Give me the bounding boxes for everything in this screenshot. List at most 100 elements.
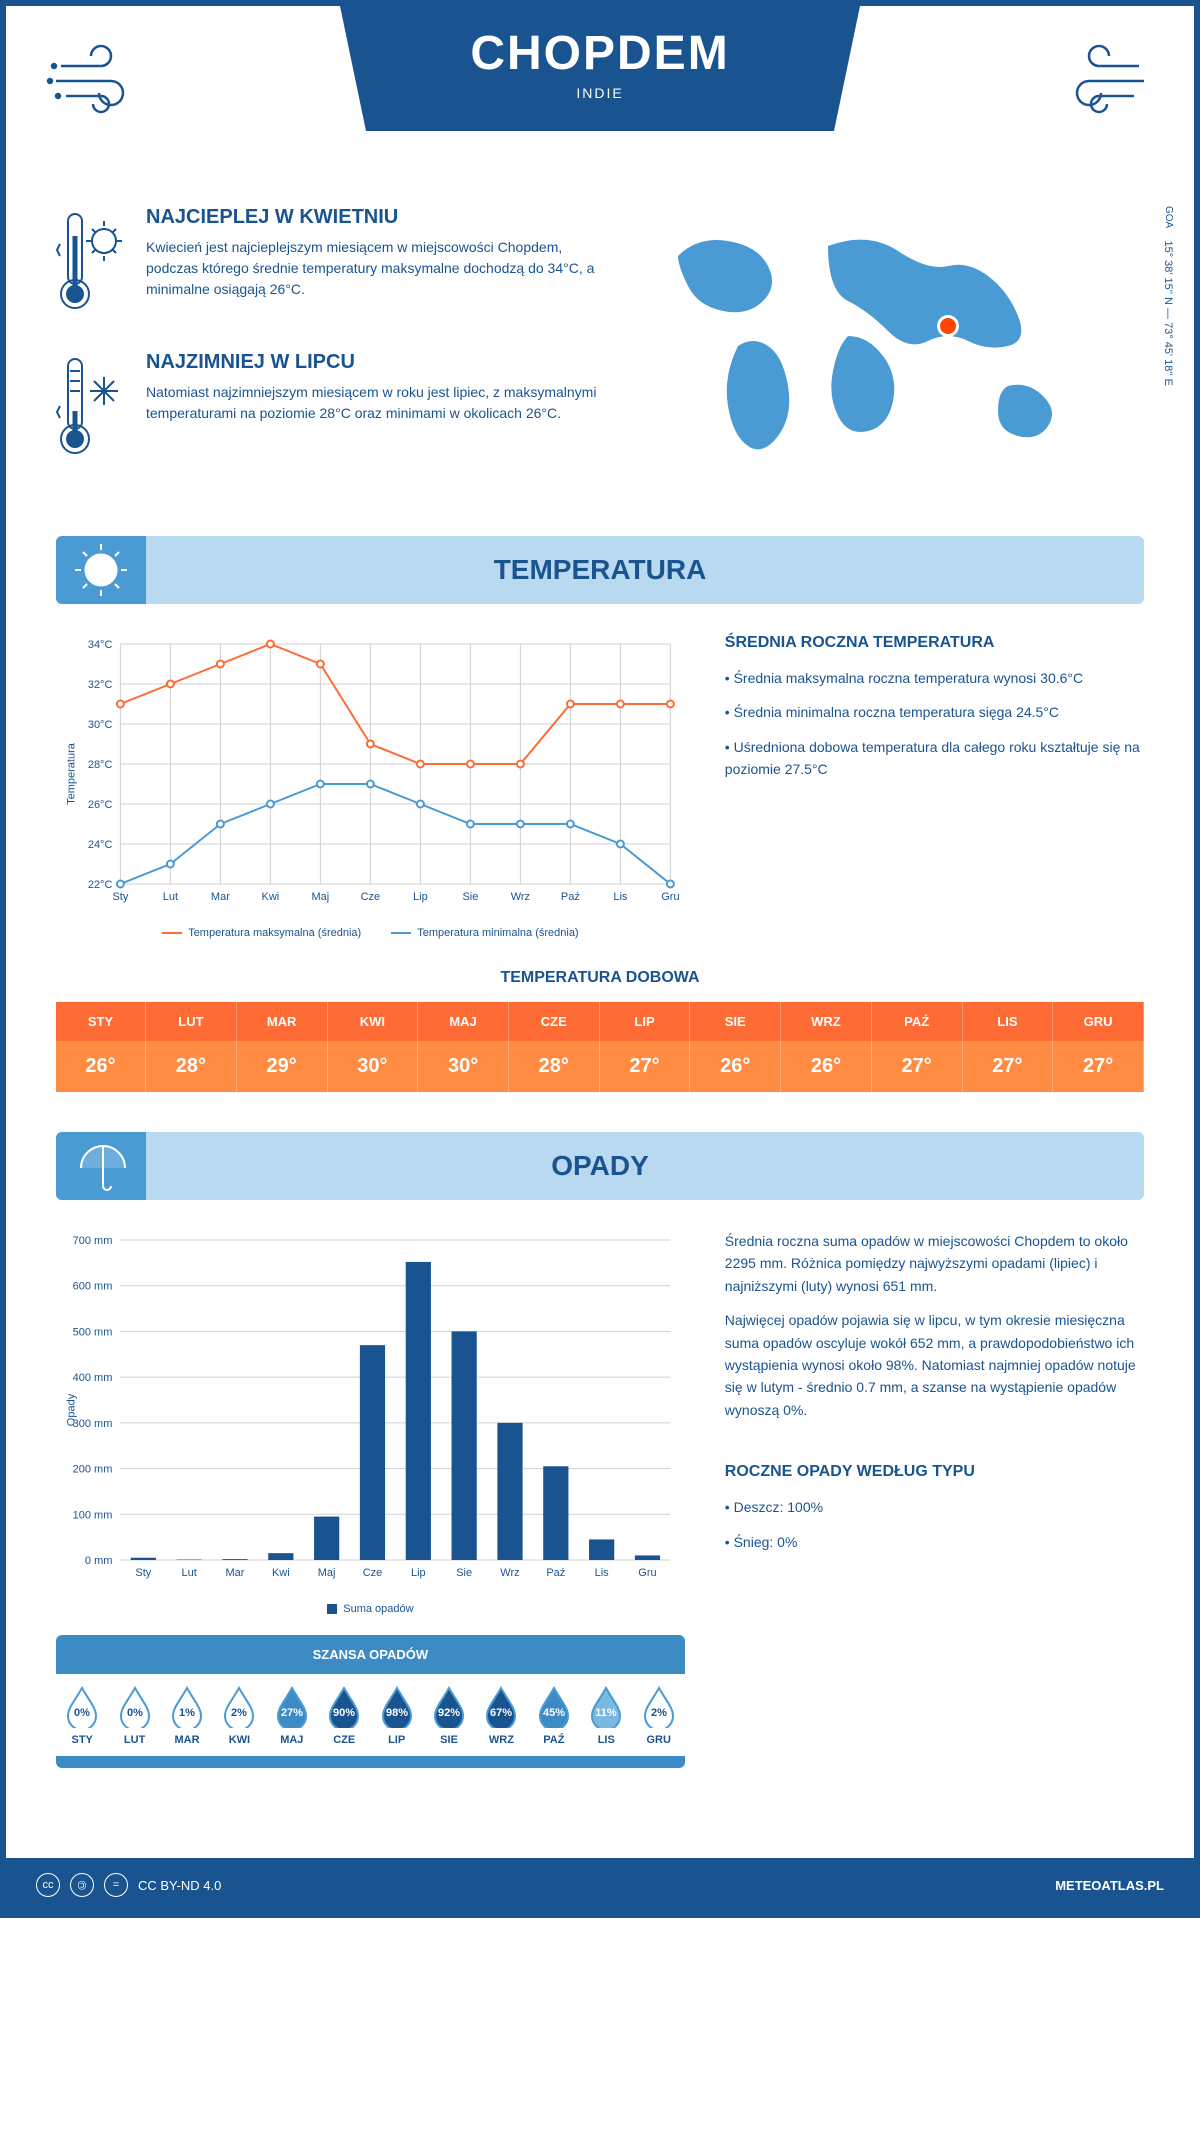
daily-temp-title: TEMPERATURA DOBOWA <box>56 969 1144 987</box>
table-cell: 27° <box>871 1041 962 1092</box>
precip-info-p1: Średnia roczna suma opadów w miejscowośc… <box>725 1230 1144 1297</box>
svg-text:Cze: Cze <box>363 1567 383 1579</box>
table-cell: 27° <box>962 1041 1053 1092</box>
precip-type-snow: • Śnieg: 0% <box>725 1531 1144 1553</box>
chance-item: 92% SIE <box>423 1684 475 1746</box>
chance-item: 45% PAŹ <box>528 1684 580 1746</box>
chance-item: 0% LUT <box>108 1684 160 1746</box>
wind-icon <box>46 36 156 126</box>
table-cell: 27° <box>599 1041 690 1092</box>
svg-text:Kwi: Kwi <box>262 891 280 903</box>
chance-item: 27% MAJ <box>266 1684 318 1746</box>
svg-text:Sie: Sie <box>462 891 478 903</box>
info-col: NAJCIEPLEJ W KWIETNIU Kwiecień jest najc… <box>56 206 608 496</box>
legend-item: Suma opadów <box>327 1603 413 1615</box>
chance-item: 2% GRU <box>632 1684 684 1746</box>
svg-text:67%: 67% <box>490 1707 512 1719</box>
svg-text:Wrz: Wrz <box>500 1567 519 1579</box>
chance-month: KWI <box>213 1734 265 1746</box>
page-subtitle: INDIE <box>380 85 820 101</box>
svg-text:Lip: Lip <box>411 1567 426 1579</box>
svg-text:11%: 11% <box>596 1707 618 1719</box>
svg-text:0 mm: 0 mm <box>85 1555 113 1567</box>
bar-chart: 0 mm100 mm200 mm300 mm400 mm500 mm600 mm… <box>56 1230 685 1590</box>
table-header: MAJ <box>418 1002 509 1041</box>
info-cold: NAJZIMNIEJ W LIPCU Natomiast najzimniejs… <box>56 351 608 466</box>
info-text: NAJZIMNIEJ W LIPCU Natomiast najzimniejs… <box>146 351 608 466</box>
temp-info-title: ŚREDNIA ROCZNA TEMPERATURA <box>725 634 1144 652</box>
legend-label: Temperatura maksymalna (średnia) <box>188 927 361 939</box>
svg-text:2%: 2% <box>231 1707 247 1719</box>
info-cold-text: Natomiast najzimniejszym miesiącem w rok… <box>146 382 608 424</box>
chance-item: 11% LIS <box>580 1684 632 1746</box>
svg-text:98%: 98% <box>386 1707 408 1719</box>
table-cell: 30° <box>327 1041 418 1092</box>
world-map-icon <box>648 206 1108 466</box>
content: NAJCIEPLEJ W KWIETNIU Kwiecień jest najc… <box>6 186 1194 1858</box>
footer-license: cc 🄯 = CC BY-ND 4.0 <box>36 1873 221 1897</box>
chance-row: 0% STY 0% LUT 1% MAR 2% KWI 27% <box>56 1674 685 1756</box>
chance-month: LUT <box>108 1734 160 1746</box>
chance-month: LIS <box>580 1734 632 1746</box>
svg-text:45%: 45% <box>543 1707 565 1719</box>
temp-info-p2: • Średnia minimalna roczna temperatura s… <box>725 701 1144 723</box>
svg-text:Sty: Sty <box>135 1567 151 1579</box>
chance-item: 1% MAR <box>161 1684 213 1746</box>
svg-text:32°C: 32°C <box>88 679 113 691</box>
svg-text:Gru: Gru <box>638 1567 656 1579</box>
by-icon: 🄯 <box>70 1873 94 1897</box>
svg-text:Paź: Paź <box>561 891 580 903</box>
svg-text:Maj: Maj <box>312 891 330 903</box>
chance-item: 67% WRZ <box>475 1684 527 1746</box>
thermometer-cold-icon <box>56 351 126 466</box>
svg-text:Gru: Gru <box>661 891 679 903</box>
info-cold-title: NAJZIMNIEJ W LIPCU <box>146 351 608 374</box>
svg-text:1%: 1% <box>179 1707 195 1719</box>
precip-info-p2: Najwięcej opadów pojawia się w lipcu, w … <box>725 1309 1144 1421</box>
footer-site: METEOATLAS.PL <box>1055 1878 1164 1893</box>
table-cell: 29° <box>236 1041 327 1092</box>
svg-text:28°C: 28°C <box>88 759 113 771</box>
svg-text:90%: 90% <box>333 1707 355 1719</box>
table-header: GRU <box>1053 1002 1144 1041</box>
coordinates: GOA 15° 38' 15'' N — 73° 45' 18'' E <box>1162 206 1174 386</box>
chance-item: 90% CZE <box>318 1684 370 1746</box>
table-cell: 28° <box>508 1041 599 1092</box>
table-header: KWI <box>327 1002 418 1041</box>
section-title: TEMPERATURA <box>494 554 707 585</box>
chance-item: 98% LIP <box>370 1684 422 1746</box>
svg-text:Wrz: Wrz <box>511 891 530 903</box>
chance-title: SZANSA OPADÓW <box>56 1647 685 1662</box>
sun-icon <box>56 536 146 604</box>
svg-text:600 mm: 600 mm <box>73 1281 113 1293</box>
cc-icon: cc <box>36 1873 60 1897</box>
page-title: CHOPDEM <box>380 26 820 81</box>
temp-chart-row: 22°C24°C26°C28°C30°C32°C34°CStyLutMarKwi… <box>56 634 1144 939</box>
svg-text:400 mm: 400 mm <box>73 1372 113 1384</box>
section-header-temperature: TEMPERATURA <box>56 536 1144 604</box>
info-text: NAJCIEPLEJ W KWIETNIU Kwiecień jest najc… <box>146 206 608 321</box>
legend-item: Temperatura maksymalna (średnia) <box>162 927 361 939</box>
page: CHOPDEM INDIE NAJCIEPLEJ W KWIETNIU Kwie… <box>0 0 1200 1918</box>
chance-month: CZE <box>318 1734 370 1746</box>
license-text: CC BY-ND 4.0 <box>138 1878 221 1893</box>
precip-type-rain: • Deszcz: 100% <box>725 1496 1144 1518</box>
chance-month: PAŹ <box>528 1734 580 1746</box>
svg-text:26°C: 26°C <box>88 799 113 811</box>
svg-text:100 mm: 100 mm <box>73 1509 113 1521</box>
svg-text:Maj: Maj <box>318 1567 336 1579</box>
table-cell: 26° <box>690 1041 781 1092</box>
svg-text:0%: 0% <box>127 1707 143 1719</box>
chance-month: GRU <box>632 1734 684 1746</box>
table-cell: 26° <box>781 1041 872 1092</box>
nd-icon: = <box>104 1873 128 1897</box>
table-cell: 27° <box>1053 1041 1144 1092</box>
svg-text:92%: 92% <box>438 1707 460 1719</box>
legend-item: Temperatura minimalna (średnia) <box>391 927 578 939</box>
chance-month: STY <box>56 1734 108 1746</box>
svg-text:Mar: Mar <box>211 891 230 903</box>
table-cell: 28° <box>146 1041 237 1092</box>
svg-text:Paź: Paź <box>546 1567 565 1579</box>
table-header: LIS <box>962 1002 1053 1041</box>
svg-text:Mar: Mar <box>226 1567 245 1579</box>
